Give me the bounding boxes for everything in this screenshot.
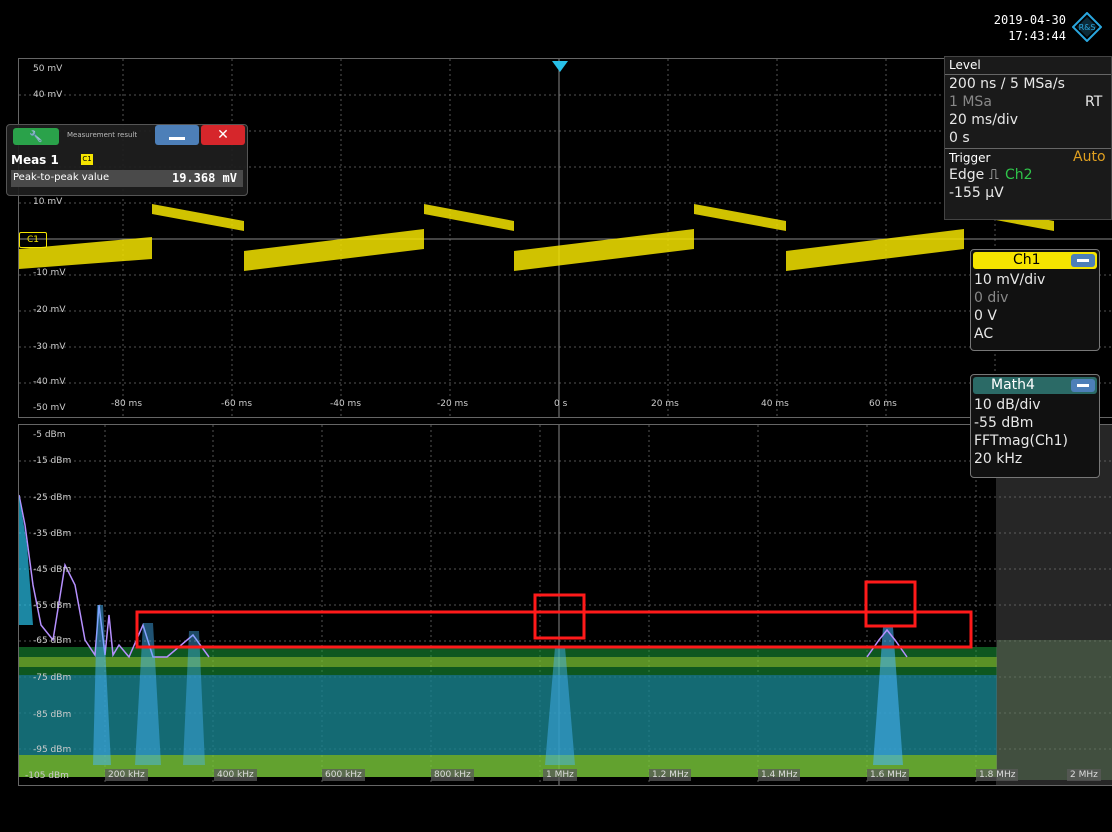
top-status-bar: 2019-04-30 17:43:44 R&S [0,0,1112,56]
parameter-label: Peak-to-peak value [13,172,110,183]
ch1-title: Ch1 [1013,252,1041,268]
y-label: -15 dBm [33,456,72,466]
divider [945,148,1111,149]
y-label: 50 mV [33,64,63,74]
rising-edge-icon: ⎍ [989,167,999,183]
math4-rbw[interactable]: 20 kHz [974,451,1023,467]
x-label: -60 ms [221,399,253,409]
y-label: -20 mV [33,305,66,315]
x-label: 1.4 MHz [758,769,801,781]
minimize-button[interactable] [155,125,199,145]
x-label: 0 s [554,399,568,409]
fft-spectrum-display[interactable]: -5 dBm -15 dBm -25 dBm -35 dBm -45 dBm -… [18,424,1112,786]
math4-settings-panel[interactable]: Math4 10 dB/div -55 dBm FFTmag(Ch1) 20 k… [970,374,1100,478]
ch1-settings-panel[interactable]: Ch1 10 mV/div 0 div 0 V AC [970,249,1100,351]
x-label: -40 ms [330,399,362,409]
timebase-trigger-panel[interactable]: Level 200 ns / 5 MSa/s 1 MSa RT 20 ms/di… [944,56,1112,220]
ch1-ground-marker[interactable]: C1 [19,232,47,248]
trigger-mode[interactable]: Auto [1073,149,1106,165]
timebase-resolution[interactable]: 200 ns / 5 MSa/s [949,76,1065,92]
trigger-source[interactable]: Ch2 [1005,167,1033,183]
measurement-result-dialog[interactable]: 🔧 Measurement result ✕ Meas 1 C1 Peak-to… [6,124,248,196]
x-label: 800 kHz [431,769,474,781]
date-text: 2019-04-30 [993,13,1066,27]
y-label: -30 mV [33,342,66,352]
math4-function[interactable]: FFTmag(Ch1) [974,433,1068,449]
x-label: 1.8 MHz [976,769,1019,781]
y-label: -50 mV [33,403,66,413]
y-label: -45 dBm [33,565,72,575]
spectrum-out-of-range-overlay [996,425,1112,785]
dialog-title: Measurement result [67,131,138,139]
trigger-position-marker [552,61,568,72]
trigger-header: Trigger [949,151,991,165]
x-label: 400 kHz [214,769,257,781]
y-label: -10 mV [33,268,66,278]
measurement-row[interactable]: Peak-to-peak value 19.368 mV [11,170,243,187]
ch1-trace [19,204,1054,271]
fft-trace [19,494,1112,780]
ch1-scale[interactable]: 10 mV/div [974,272,1046,288]
x-label: -80 ms [111,399,143,409]
time-domain-waveform-display[interactable]: 50 mV 40 mV 10 mV C1 -10 mV -20 mV -30 m… [18,58,1112,418]
x-label: 20 ms [651,399,679,409]
y-label: -85 dBm [33,710,72,720]
rohde-schwarz-logo-icon: R&S [1072,12,1102,42]
x-label: 2 MHz [1067,769,1101,781]
source-badge: C1 [81,154,93,165]
y-label: 40 mV [33,90,63,100]
trigger-type[interactable]: Edge [949,167,985,183]
wrench-icon[interactable]: 🔧 [13,128,59,145]
y-label: -65 dBm [33,636,72,646]
y-label: -5 dBm [33,430,66,440]
close-button[interactable]: ✕ [201,125,245,145]
y-label: -55 dBm [33,601,72,611]
y-label: -25 dBm [33,493,72,503]
math4-title: Math4 [991,377,1035,393]
x-label: 600 kHz [322,769,365,781]
spectrum-graticule [19,425,1112,785]
date-time: 2019-04-30 17:43:44 [994,12,1066,44]
math4-header[interactable]: Math4 [973,377,1097,394]
measurement-value: 19.368 mV [171,171,237,185]
ch1-position[interactable]: 0 div [974,290,1009,306]
math4-reference[interactable]: -55 dBm [974,415,1034,431]
x-label: 1.6 MHz [867,769,910,781]
acquisition-mode[interactable]: RT [1085,94,1103,110]
y-label: -40 mV [33,377,66,387]
x-label: 200 kHz [105,769,148,781]
time-text: 17:43:44 [1008,29,1066,43]
highlight-boxes [135,580,973,649]
math4-scale[interactable]: 10 dB/div [974,397,1041,413]
timebase-header: Level [949,58,981,72]
ch1-minimize-button[interactable] [1071,254,1095,267]
timebase-position[interactable]: 0 s [949,130,970,146]
ch1-coupling[interactable]: AC [974,326,994,342]
x-label: 60 ms [869,399,897,409]
x-label: 1 MHz [543,769,577,781]
math4-minimize-button[interactable] [1071,379,1095,392]
x-label: 1.2 MHz [649,769,692,781]
record-length[interactable]: 1 MSa [949,94,992,110]
y-label: -75 dBm [33,673,72,683]
y-label: -35 dBm [33,529,72,539]
trigger-level[interactable]: -155 µV [949,185,1004,201]
y-label: -105 dBm [25,771,69,781]
divider [945,74,1111,75]
timebase-scale[interactable]: 20 ms/div [949,112,1018,128]
x-label: -20 ms [437,399,469,409]
x-label: 40 ms [761,399,789,409]
ch1-header[interactable]: Ch1 [973,252,1097,269]
y-label: 10 mV [33,197,63,207]
measurement-name: Meas 1 [11,153,59,167]
ch1-offset[interactable]: 0 V [974,308,997,324]
y-label: -95 dBm [33,745,72,755]
svg-text:R&S: R&S [1079,23,1096,32]
